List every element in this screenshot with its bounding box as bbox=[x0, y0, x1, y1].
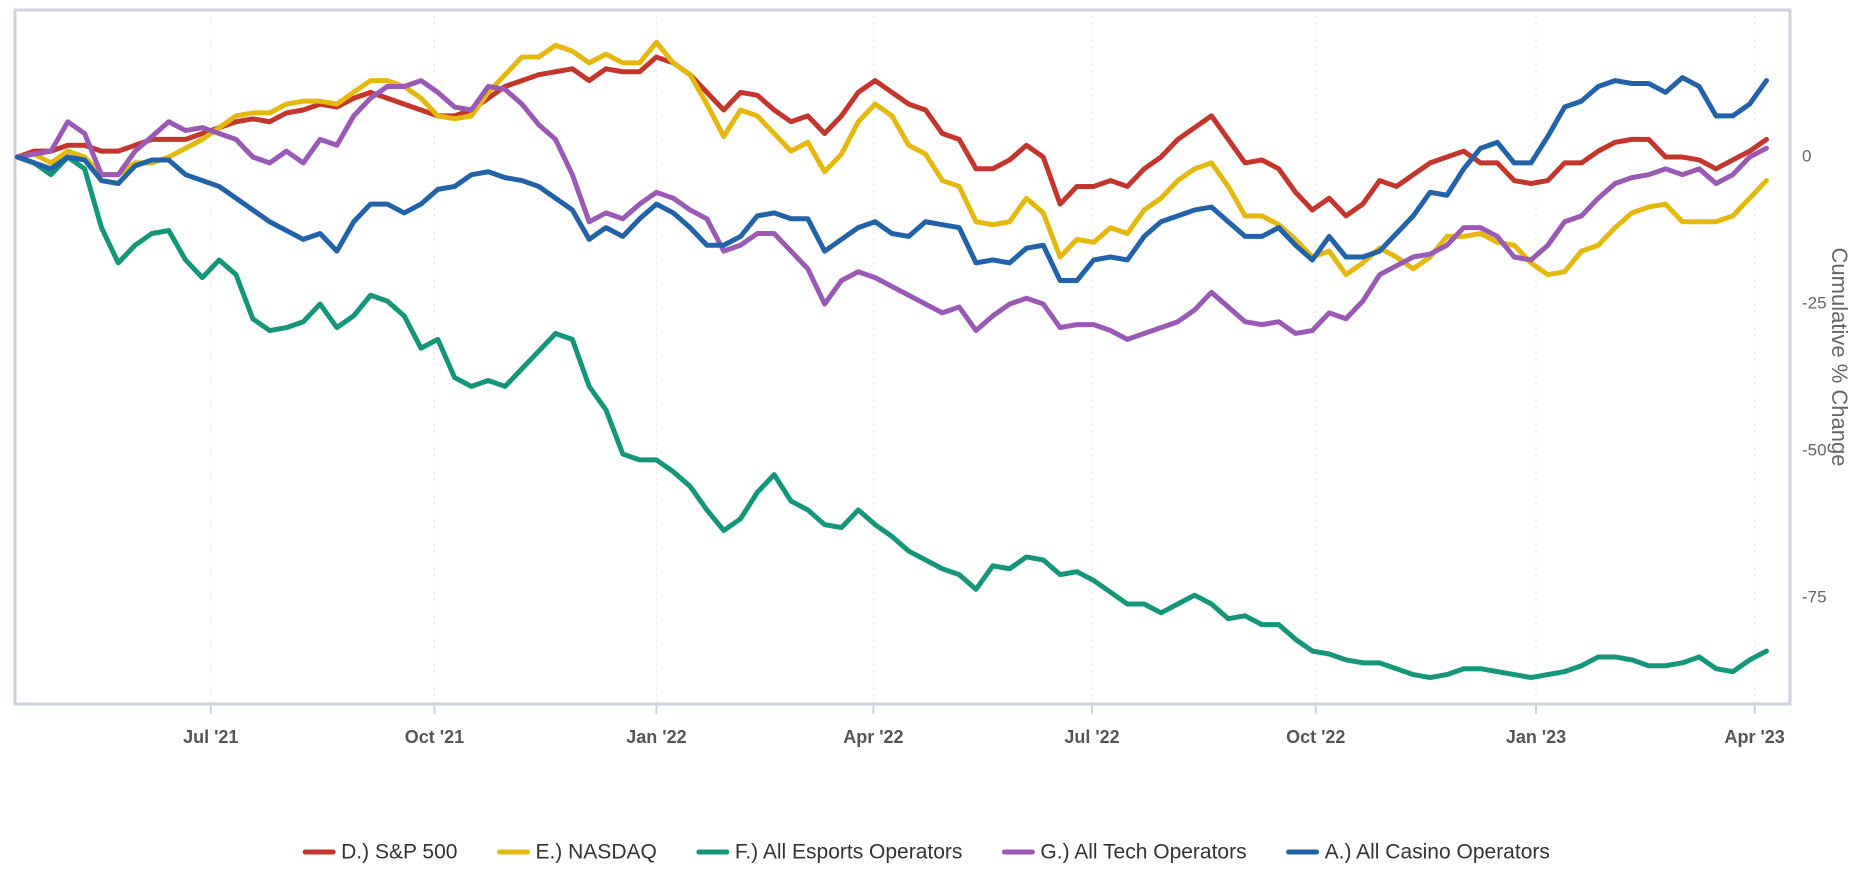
legend-item: G.) All Tech Operators bbox=[1001, 841, 1247, 864]
x-tick-label: Jul '21 bbox=[183, 727, 238, 747]
legend-item: F.) All Esports Operators bbox=[696, 841, 963, 864]
series-line bbox=[14, 75, 1769, 284]
legend-item: A.) All Casino Operators bbox=[1286, 841, 1550, 864]
y-tick-label: -75 bbox=[1802, 588, 1827, 607]
y-axis-label: Cumulative % Change bbox=[1827, 248, 1852, 467]
x-tick-label: Jul '22 bbox=[1064, 727, 1119, 747]
y-tick-label: -50 bbox=[1802, 441, 1827, 460]
legend-label: E.) NASDAQ bbox=[535, 841, 656, 864]
legend-label: A.) All Casino Operators bbox=[1325, 841, 1550, 864]
legend-item: E.) NASDAQ bbox=[496, 841, 657, 864]
series-line bbox=[14, 54, 1769, 219]
x-tick-label: Apr '23 bbox=[1725, 727, 1785, 747]
x-tick-label: Apr '22 bbox=[843, 727, 903, 747]
plot-frame bbox=[13, 8, 1792, 706]
y-tick-label: -25 bbox=[1802, 294, 1827, 313]
series-line bbox=[14, 78, 1769, 342]
series-line bbox=[14, 39, 1769, 278]
legend-label: D.) S&P 500 bbox=[341, 841, 457, 864]
x-tick-label: Jan '22 bbox=[626, 727, 686, 747]
y-tick-label: 0 bbox=[1802, 147, 1811, 166]
x-tick-label: Oct '22 bbox=[1286, 727, 1345, 747]
series-line bbox=[14, 154, 1769, 681]
legend: D.) S&P 500 E.) NASDAQ F.) All Esports Ope… bbox=[302, 841, 1550, 864]
legend-label: F.) All Esports Operators bbox=[735, 841, 963, 864]
legend-label: G.) All Tech Operators bbox=[1040, 841, 1246, 864]
x-tick-label: Jan '23 bbox=[1506, 727, 1566, 747]
legend-item: D.) S&P 500 bbox=[302, 841, 457, 864]
x-tick-label: Oct '21 bbox=[405, 727, 464, 747]
